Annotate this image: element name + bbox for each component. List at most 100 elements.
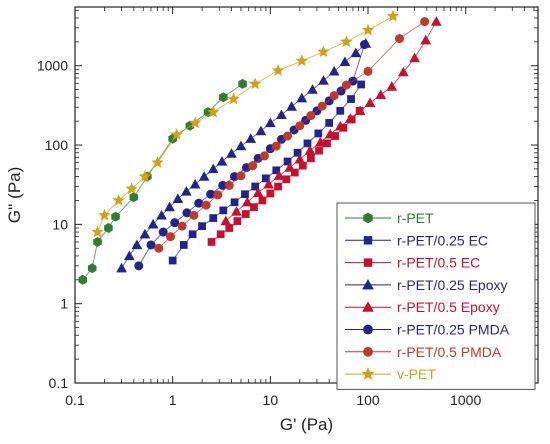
series-line — [172, 84, 362, 261]
data-point — [266, 189, 275, 198]
legend-item: v-PET — [345, 366, 436, 382]
legend-marker — [363, 258, 373, 267]
data-point — [170, 218, 180, 228]
data-point — [241, 190, 249, 199]
y-tick-label: 10 — [52, 216, 68, 232]
data-point — [207, 163, 219, 174]
data-point — [314, 129, 323, 138]
data-point — [315, 136, 326, 147]
data-point — [317, 101, 327, 111]
legend: r-PET r-PET/0.25 EC r-PET/0.5 EC r-PET/0.25… — [336, 202, 536, 390]
legend-box — [336, 202, 536, 390]
legend-label: r-PET/0.25 PMDA — [397, 322, 510, 338]
data-point — [241, 210, 250, 218]
data-point — [329, 91, 339, 101]
legend-item: r-PET — [345, 210, 434, 226]
data-point — [262, 174, 270, 183]
series-v-pet — [91, 9, 400, 238]
data-point — [151, 156, 164, 168]
data-point — [165, 232, 175, 242]
data-point — [339, 56, 351, 66]
data-point — [361, 23, 375, 36]
data-point — [276, 109, 287, 120]
legend-item: r-PET/0.5 Epoxy — [345, 299, 500, 315]
data-point — [201, 200, 211, 210]
data-point — [219, 92, 228, 103]
legend-marker — [363, 236, 373, 245]
data-point — [324, 128, 336, 139]
data-point — [328, 65, 340, 76]
data-point — [336, 106, 345, 115]
data-point — [172, 193, 184, 203]
data-point — [111, 211, 120, 222]
data-point — [386, 9, 400, 22]
series-layer — [78, 9, 442, 285]
data-point — [216, 230, 225, 239]
data-point — [250, 203, 258, 211]
y-tick-label: 1 — [60, 296, 68, 312]
legend-item: r-PET/0.25 Epoxy — [345, 277, 508, 293]
data-point — [220, 215, 232, 226]
data-point — [146, 240, 156, 250]
data-point — [177, 221, 187, 231]
legend-marker — [363, 346, 373, 357]
data-point — [295, 54, 308, 67]
data-point — [147, 218, 159, 229]
data-point — [226, 148, 237, 158]
legend-item: r-PET/0.25 PMDA — [345, 322, 510, 338]
data-point — [363, 66, 373, 76]
data-point — [341, 80, 351, 90]
data-point — [272, 166, 281, 175]
data-point — [336, 86, 346, 96]
data-point — [354, 105, 366, 115]
data-point — [213, 190, 223, 200]
data-point — [394, 34, 404, 44]
data-point — [307, 154, 315, 163]
data-point — [284, 162, 296, 172]
data-point — [236, 171, 246, 181]
data-point — [306, 111, 316, 121]
data-point — [290, 168, 299, 177]
y-tick-label: 0.1 — [49, 375, 69, 391]
data-point — [274, 182, 282, 191]
y-tick-label: 100 — [45, 137, 69, 153]
data-point — [315, 146, 323, 155]
data-point — [430, 16, 442, 26]
data-point — [359, 40, 369, 50]
data-point — [265, 117, 276, 128]
data-point — [249, 77, 262, 90]
data-point — [233, 217, 242, 225]
data-point — [271, 64, 285, 76]
legend-label: r-PET/0.25 EC — [397, 232, 488, 248]
data-point — [263, 178, 274, 189]
data-point — [409, 52, 420, 63]
data-point — [154, 243, 164, 253]
data-point — [296, 92, 308, 103]
data-point — [168, 256, 177, 265]
data-point — [180, 185, 192, 196]
plot-frame: 0.1 1 10 100 1000 0.1 1 10 100 1000 — [37, 6, 539, 408]
data-point — [93, 236, 102, 247]
data-point — [375, 89, 387, 99]
data-point — [134, 261, 144, 271]
data-point — [129, 192, 139, 203]
data-point — [295, 121, 305, 131]
x-tick-label: 1000 — [450, 392, 481, 408]
data-point — [307, 84, 318, 94]
y-tick-label: 1000 — [37, 58, 68, 74]
legend-marker — [361, 367, 375, 380]
data-point — [216, 156, 228, 166]
data-point — [87, 263, 97, 274]
legend-label: r-PET/0.5 EC — [397, 255, 480, 271]
data-point — [189, 178, 201, 189]
data-point — [347, 95, 355, 103]
data-point — [225, 224, 234, 232]
x-axis-label: G' (Pa) — [280, 415, 333, 434]
data-point — [116, 262, 127, 273]
data-point — [317, 45, 330, 57]
data-point — [350, 47, 362, 58]
data-point — [420, 17, 430, 27]
data-point — [207, 105, 220, 118]
legend-marker — [363, 324, 373, 335]
